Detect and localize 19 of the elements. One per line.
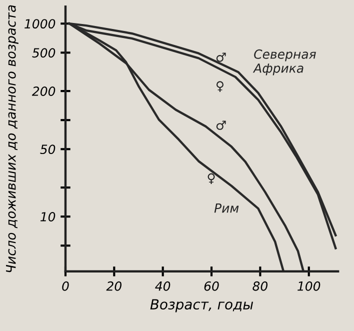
x-tick-label: 60 <box>204 281 219 291</box>
y-tick-label: 200 <box>32 86 56 96</box>
y-axis-title: Число доживших до данного возраста <box>6 5 18 272</box>
x-tick-label: 40 <box>155 281 170 291</box>
y-tick-label: 500 <box>32 48 56 58</box>
y-tick-label: 1000 <box>24 19 56 29</box>
annotation: ♀ <box>208 173 215 184</box>
annotation: ♂ <box>216 52 226 62</box>
annotation: ♀ <box>216 81 224 92</box>
annotation: ♂ <box>216 120 226 130</box>
x-axis-title: Возраст, годы <box>150 299 254 312</box>
x-tick-label: 0 <box>62 281 69 291</box>
x-tick-label: 80 <box>252 281 268 291</box>
x-tick-label: 20 <box>106 281 122 291</box>
annotation: Рим <box>214 204 239 213</box>
y-tick-label: 50 <box>40 144 56 154</box>
x-tick-label: 100 <box>298 281 320 291</box>
y-tick-label: 10 <box>40 212 56 222</box>
annotation: Северная Африка <box>252 49 316 76</box>
